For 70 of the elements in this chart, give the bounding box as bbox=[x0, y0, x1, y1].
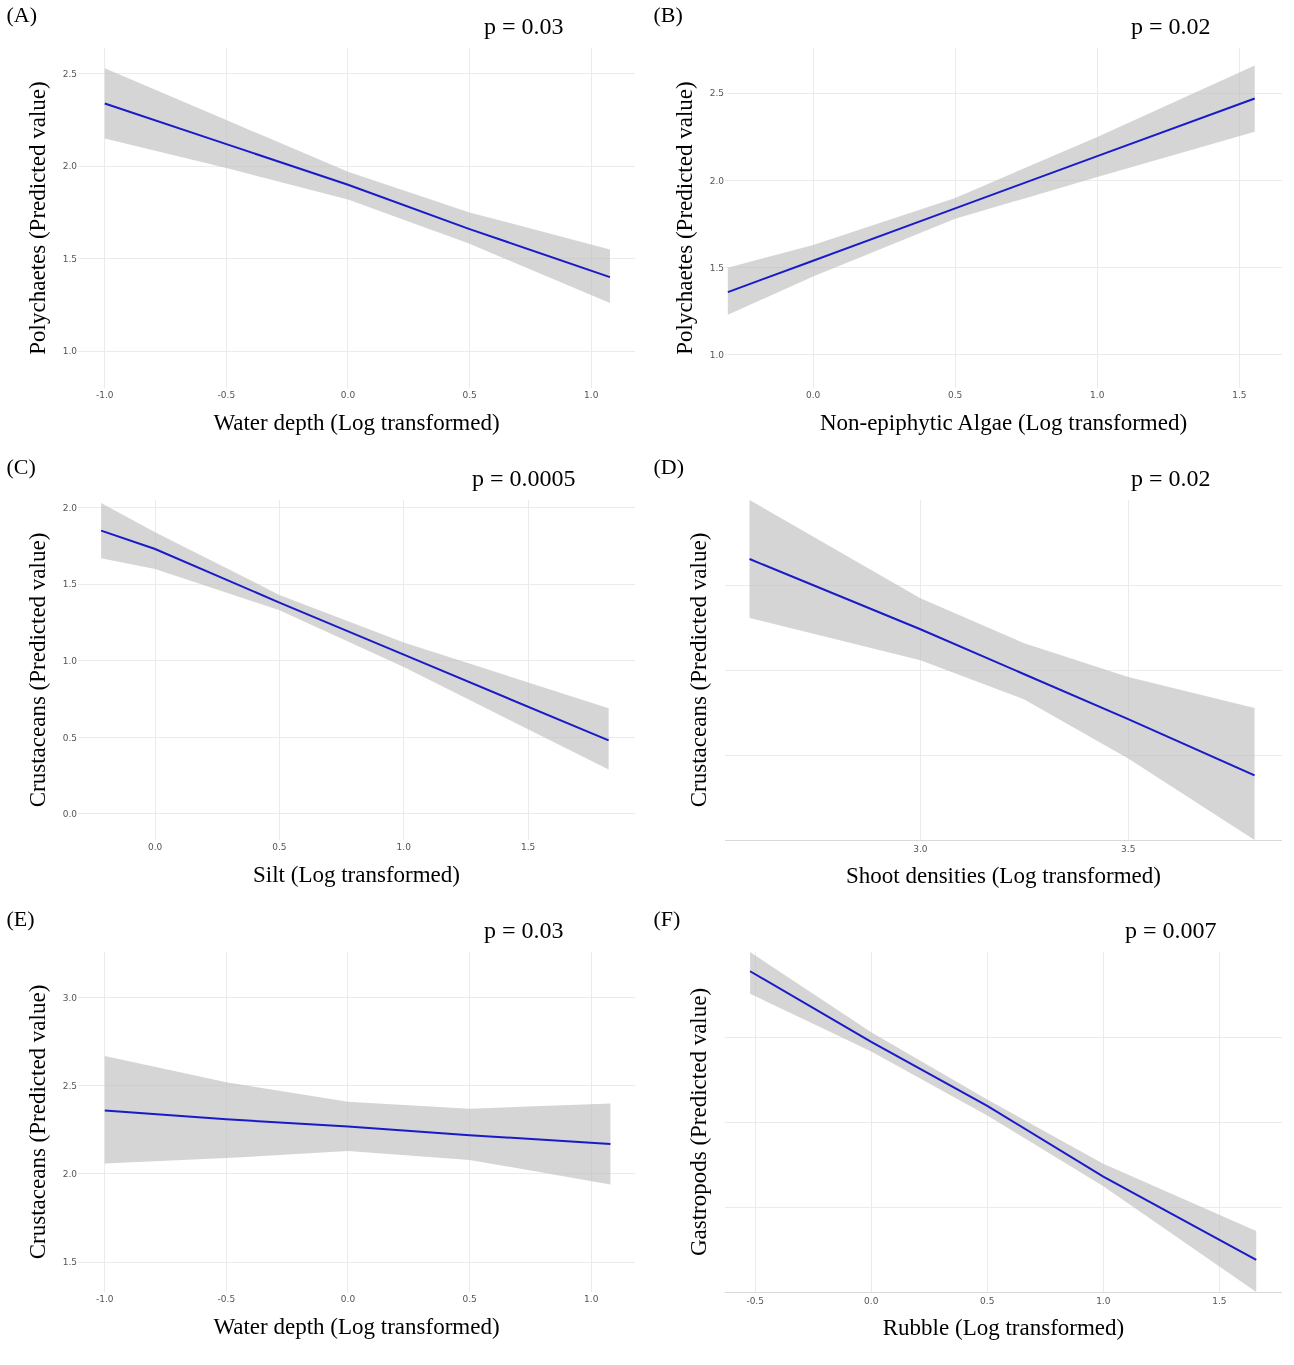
y-tick-label: 2.5 bbox=[709, 88, 724, 99]
y-tick-label: 1.0 bbox=[62, 346, 78, 357]
y-axis-title: Gastropods (Predicted value) bbox=[686, 987, 712, 1257]
x-tick-label: 0.0 bbox=[805, 390, 821, 400]
y-tick-label: 2.0 bbox=[62, 1169, 78, 1180]
x-axis-title: Non-epiphytic Algae (Log transformed) bbox=[819, 409, 1188, 435]
x-tick-label: -1.0 bbox=[95, 1294, 114, 1304]
y-axis-title: Polychaetes (Predicted value) bbox=[25, 81, 51, 355]
y-axis-title: Crustaceans (Predicted value) bbox=[25, 984, 51, 1260]
x-tick-label: 0.5 bbox=[272, 842, 287, 852]
chart-title: (B) bbox=[653, 2, 683, 28]
chart-title: (A) bbox=[6, 2, 38, 28]
x-axis-title: Water depth (Log transformed) bbox=[213, 409, 500, 435]
text: p = 0.03 bbox=[484, 917, 564, 943]
line-series bbox=[103, 1109, 612, 1146]
text: p = 0.007 bbox=[1125, 917, 1217, 943]
x-tick-label: 0.5 bbox=[462, 390, 477, 400]
x-tick-label: 1.5 bbox=[1212, 1295, 1227, 1306]
x-tick-label: -0.5 bbox=[217, 390, 236, 400]
x-tick-label: 0.5 bbox=[462, 1294, 477, 1304]
x-tick-label: 0.5 bbox=[980, 1295, 995, 1306]
y-tick-label: 2.0 bbox=[709, 175, 725, 186]
chart-title: (E) bbox=[6, 906, 35, 932]
x-tick-label: 1.5 bbox=[520, 842, 536, 852]
y-tick-label: 1.5 bbox=[62, 579, 77, 590]
x-tick-label: 1.5 bbox=[1232, 390, 1247, 400]
y-tick-label: 1.5 bbox=[62, 1257, 77, 1268]
x-tick-label: 1.0 bbox=[1096, 1295, 1111, 1306]
line-series bbox=[103, 102, 611, 279]
chart-title: (C) bbox=[6, 454, 36, 480]
y-axis-title: Crustaceans (Predicted value) bbox=[686, 532, 712, 808]
text: p = 0.02 bbox=[1131, 13, 1211, 39]
y-tick-label: 0.0 bbox=[62, 809, 78, 820]
x-tick-label: -0.5 bbox=[217, 1294, 236, 1304]
y-tick-label: 2.5 bbox=[62, 69, 77, 80]
x-tick-label: 3.0 bbox=[913, 843, 928, 854]
text: p = 0.0005 bbox=[472, 465, 576, 491]
y-tick-label: 1.0 bbox=[62, 655, 78, 666]
x-tick-label: 0.0 bbox=[340, 390, 356, 400]
x-tick-label: 3.5 bbox=[1121, 843, 1136, 854]
x-tick-label: 1.0 bbox=[584, 390, 599, 400]
text: p = 0.02 bbox=[1131, 465, 1211, 491]
x-tick-label: -0.5 bbox=[746, 1295, 764, 1306]
line-series bbox=[726, 97, 1256, 294]
y-tick-label: 2.0 bbox=[62, 161, 78, 172]
x-tick-label: 0.0 bbox=[864, 1295, 879, 1306]
y-tick-label: 3.0 bbox=[62, 992, 78, 1003]
x-tick-label: 1.0 bbox=[584, 1294, 599, 1304]
line-series bbox=[100, 529, 610, 742]
x-tick-label: 1.0 bbox=[1090, 390, 1105, 400]
chart-title: (F) bbox=[653, 906, 681, 932]
x-tick-label: 0.0 bbox=[147, 842, 163, 852]
chart-title: (D) bbox=[653, 454, 685, 480]
y-axis-title: Crustaceans (Predicted value) bbox=[25, 532, 51, 808]
x-axis-title: Shoot densities (Log transformed) bbox=[846, 863, 1161, 889]
y-tick-label: 1.5 bbox=[709, 262, 724, 273]
y-tick-label: 1.5 bbox=[62, 253, 77, 264]
y-tick-label: 1.0 bbox=[709, 350, 725, 361]
y-axis-title: Polychaetes (Predicted value) bbox=[672, 81, 698, 355]
x-axis-title: Water depth (Log transformed) bbox=[213, 1313, 500, 1339]
x-tick-label: 0.0 bbox=[340, 1294, 356, 1304]
x-axis-title: Rubble (Log transformed) bbox=[882, 1315, 1125, 1341]
x-tick-label: -1.0 bbox=[95, 390, 114, 400]
y-tick-label: 2.0 bbox=[62, 502, 78, 513]
y-tick-label: 2.5 bbox=[62, 1081, 77, 1092]
y-tick-label: 0.5 bbox=[62, 732, 77, 743]
x-tick-label: 1.0 bbox=[396, 842, 412, 852]
x-tick-label: 0.5 bbox=[948, 390, 963, 400]
text: p = 0.03 bbox=[484, 13, 564, 39]
x-axis-title: Silt (Log transformed) bbox=[253, 861, 460, 887]
